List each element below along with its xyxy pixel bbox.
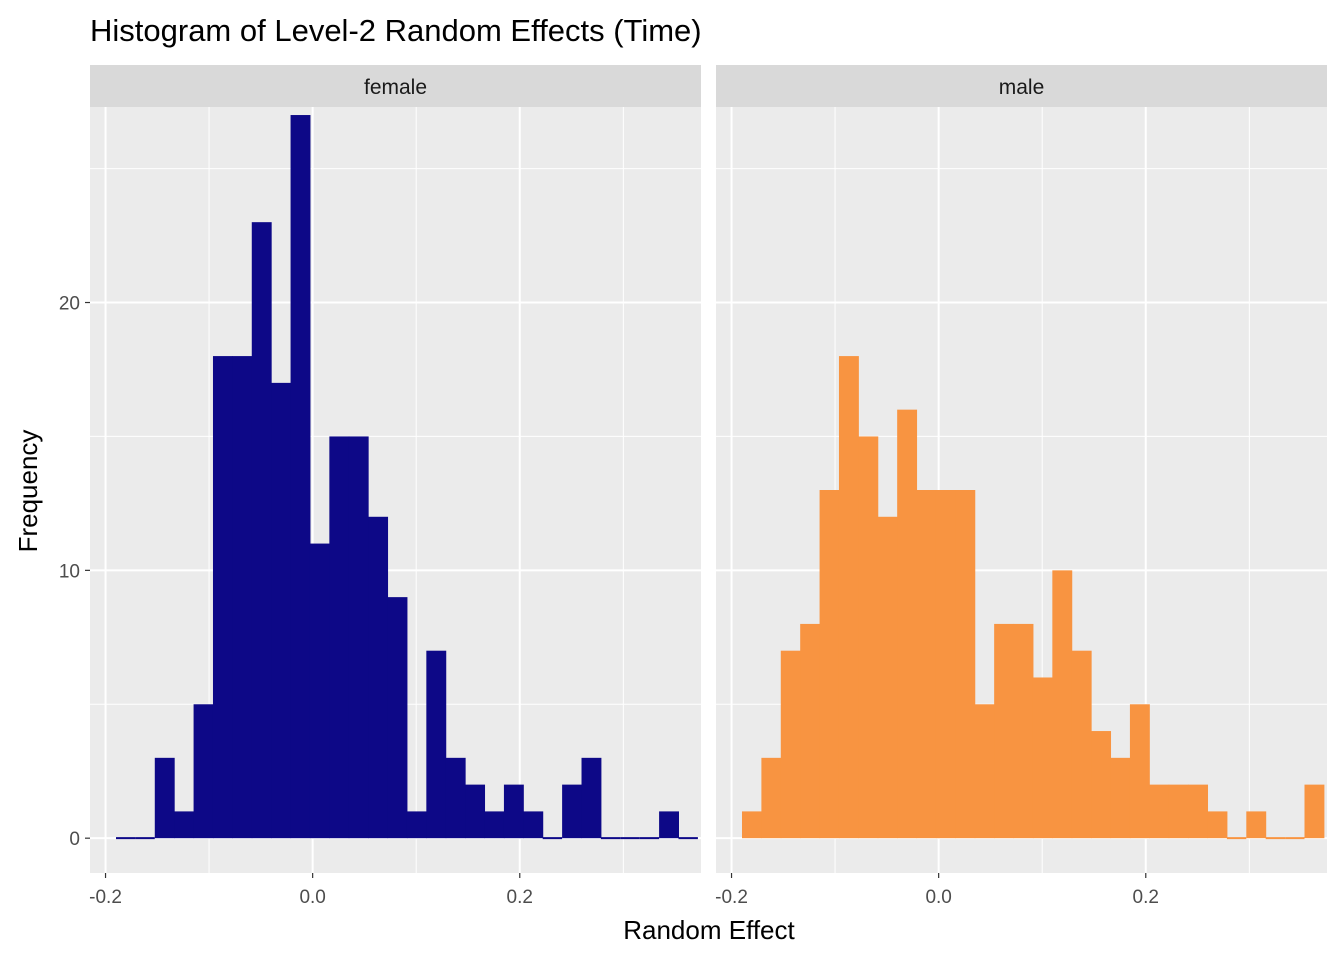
x-tick-label: 0.2 <box>1133 887 1159 908</box>
y-tick-label: 20 <box>59 294 80 315</box>
histogram-bar <box>1071 650 1092 839</box>
histogram-bar <box>503 784 524 839</box>
histogram-bar <box>780 650 801 839</box>
y-axis: 0 10 20 <box>59 294 90 850</box>
y-tick-label: 0 <box>69 829 80 850</box>
x-axis-male: -0.2 0.0 0.2 <box>715 873 1159 908</box>
histogram-bar <box>387 597 408 839</box>
histogram-bar <box>193 704 214 839</box>
panel-female: female <box>90 65 701 873</box>
histogram-bar <box>897 409 918 839</box>
histogram-bar <box>858 436 879 839</box>
histogram-bar <box>465 784 486 839</box>
x-tick-label: -0.2 <box>89 887 122 908</box>
histogram-bar <box>935 490 956 839</box>
histogram-bar <box>1168 784 1189 839</box>
histogram-bar <box>212 356 233 839</box>
histogram-bar <box>1013 623 1034 839</box>
histogram-bar <box>659 811 679 839</box>
histogram-bar <box>1207 811 1228 839</box>
y-tick-label: 10 <box>59 561 80 582</box>
histogram-bar <box>838 356 859 839</box>
histogram-bar <box>1246 811 1267 839</box>
histogram-bar <box>581 757 602 839</box>
histogram-bar <box>1188 784 1209 839</box>
x-tick-label: 0.2 <box>507 887 533 908</box>
histogram-bar <box>1110 757 1131 839</box>
histogram-bar <box>426 650 447 839</box>
x-tick-label: 0.0 <box>925 887 951 908</box>
histogram-bar <box>232 356 253 839</box>
x-tick-label: -0.2 <box>715 887 748 908</box>
facet-label: male <box>999 76 1045 99</box>
x-axis-female: -0.2 0.0 0.2 <box>89 873 533 908</box>
histogram-bar <box>348 436 369 839</box>
histogram-bar <box>800 623 821 839</box>
x-tick-label: 0.0 <box>299 887 325 908</box>
histogram-bar <box>309 543 330 839</box>
histogram-bar <box>154 757 175 839</box>
chart-title: Histogram of Level-2 Random Effects (Tim… <box>90 13 702 48</box>
histogram-bar <box>290 115 311 839</box>
histogram-bar <box>1052 570 1073 839</box>
histogram-bar <box>741 811 762 839</box>
histogram-bar <box>484 811 505 839</box>
x-axis-title: Random Effect <box>623 915 795 945</box>
facet-strip <box>716 65 1327 107</box>
histogram-bar <box>251 222 272 839</box>
facet-label: female <box>364 76 427 99</box>
y-axis-title: Frequency <box>13 430 43 553</box>
histogram-bar <box>819 490 840 839</box>
histogram-bar <box>994 623 1015 839</box>
panel-male: male <box>716 65 1327 873</box>
histogram-bar <box>174 811 195 839</box>
histogram-bar <box>406 811 427 839</box>
histogram-bar <box>974 704 995 839</box>
histogram-bar <box>916 490 937 839</box>
histogram-bar <box>1032 677 1053 839</box>
histogram-bar <box>955 490 976 839</box>
histogram-bar <box>445 757 466 839</box>
facet-strip <box>90 65 701 107</box>
histogram-bar <box>761 757 782 839</box>
histogram-bar <box>562 784 583 839</box>
histogram-bar <box>329 436 350 839</box>
histogram-bar <box>271 382 292 839</box>
histogram-bar <box>1304 784 1325 839</box>
histogram-bar <box>368 516 389 839</box>
histogram-bar <box>1091 731 1112 839</box>
histogram-bar <box>1129 704 1150 839</box>
histogram-bar <box>1149 784 1170 839</box>
histogram-bar <box>523 811 544 839</box>
histogram-bar <box>877 516 898 839</box>
